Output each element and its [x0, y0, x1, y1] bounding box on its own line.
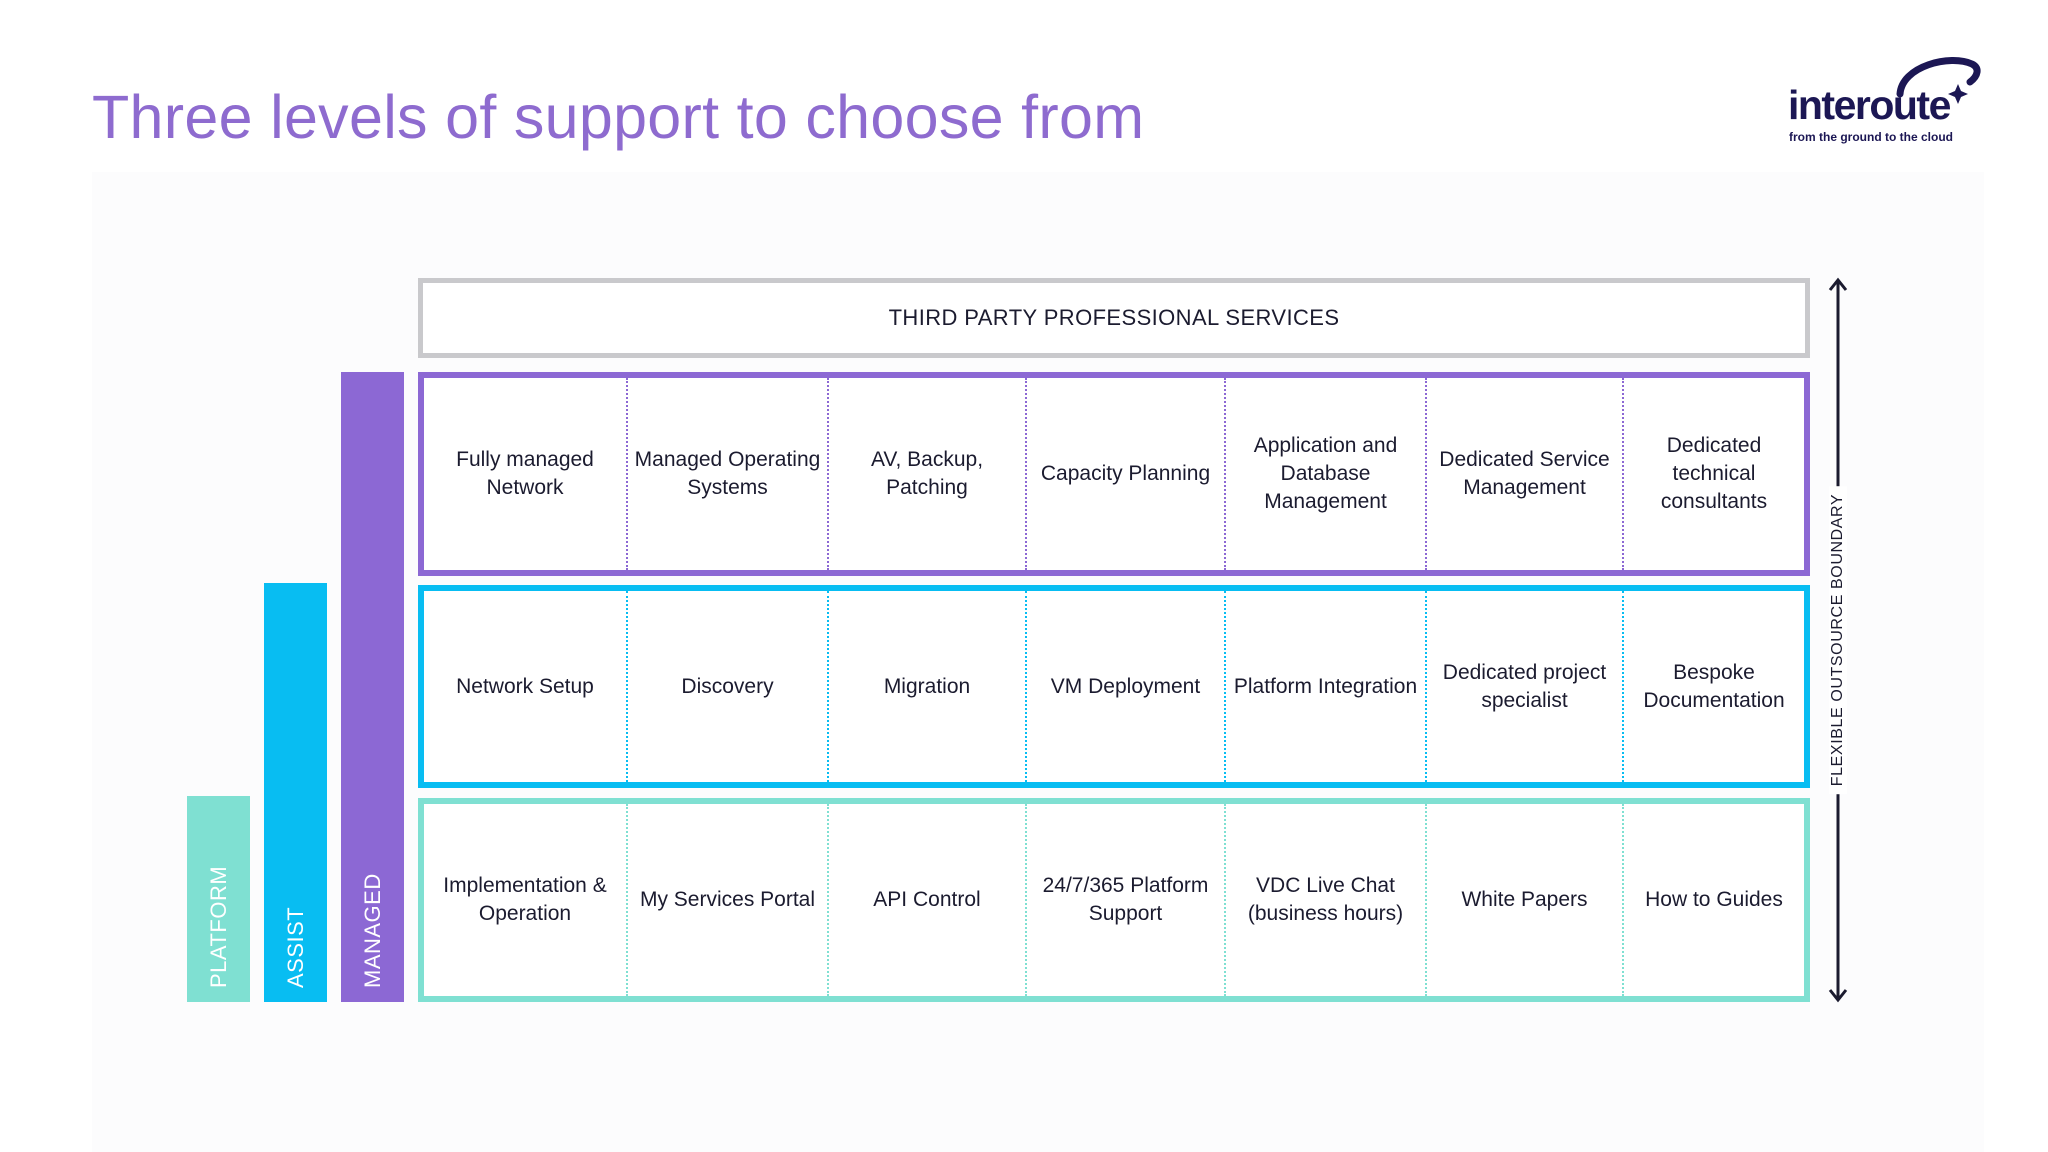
- service-cell: My Services Portal: [626, 804, 827, 996]
- tier-bar-managed: MANAGED: [341, 372, 404, 1002]
- tier-label-assist: ASSIST: [282, 906, 308, 988]
- third-party-services-box: THIRD PARTY PROFESSIONAL SERVICES: [418, 278, 1810, 358]
- service-cell: How to Guides: [1622, 804, 1804, 996]
- boundary-label: FLEXIBLE OUTSOURCE BOUNDARY: [1829, 485, 1847, 795]
- platform-services-row: Implementation & Operation My Services P…: [418, 798, 1810, 1002]
- logo-tagline: from the ground to the cloud: [1789, 130, 1953, 144]
- service-cell: API Control: [827, 804, 1025, 996]
- tier-bar-assist: ASSIST: [264, 583, 327, 1002]
- service-cell: Implementation & Operation: [443, 874, 607, 925]
- page-title: Three levels of support to choose from: [92, 83, 1145, 151]
- service-cell: Dedicated technical consultants: [1622, 378, 1804, 570]
- managed-services-row: Fully managed Network Managed Operating …: [418, 372, 1810, 576]
- service-cell: Dedicated Service Management: [1425, 378, 1622, 570]
- service-cell: 24/7/365 Platform Support: [1025, 804, 1224, 996]
- service-cell: White Papers: [1425, 804, 1622, 996]
- service-cell: VM Deployment: [1025, 591, 1224, 782]
- third-party-services-label: THIRD PARTY PROFESSIONAL SERVICES: [888, 305, 1340, 330]
- assist-services-row: Network Setup Discovery Migration VM Dep…: [418, 585, 1810, 788]
- service-cell: Bespoke Documentation: [1622, 591, 1804, 782]
- service-cell: Network Setup: [456, 674, 594, 698]
- logo-wordmark: interoute: [1788, 82, 1951, 128]
- tier-label-managed: MANAGED: [359, 873, 385, 988]
- tier-bar-platform: PLATFORM: [187, 796, 250, 1002]
- service-cell: Discovery: [626, 591, 827, 782]
- service-cell: Migration: [827, 591, 1025, 782]
- service-cell: AV, Backup, Patching: [827, 378, 1025, 570]
- service-cell: Managed Operating Systems: [626, 378, 827, 570]
- service-cell: VDC Live Chat (business hours): [1224, 804, 1425, 996]
- interoute-logo: interoute from the ground to the cloud: [1782, 54, 1982, 146]
- logo-swoosh-icon: [1896, 57, 1981, 104]
- service-cell: Application and Database Management: [1224, 378, 1425, 570]
- service-cell: Platform Integration: [1224, 591, 1425, 782]
- service-cell: Capacity Planning: [1025, 378, 1224, 570]
- tier-label-platform: PLATFORM: [205, 865, 231, 988]
- service-cell: Dedicated project specialist: [1425, 591, 1622, 782]
- service-cell: Fully managed Network: [456, 448, 594, 499]
